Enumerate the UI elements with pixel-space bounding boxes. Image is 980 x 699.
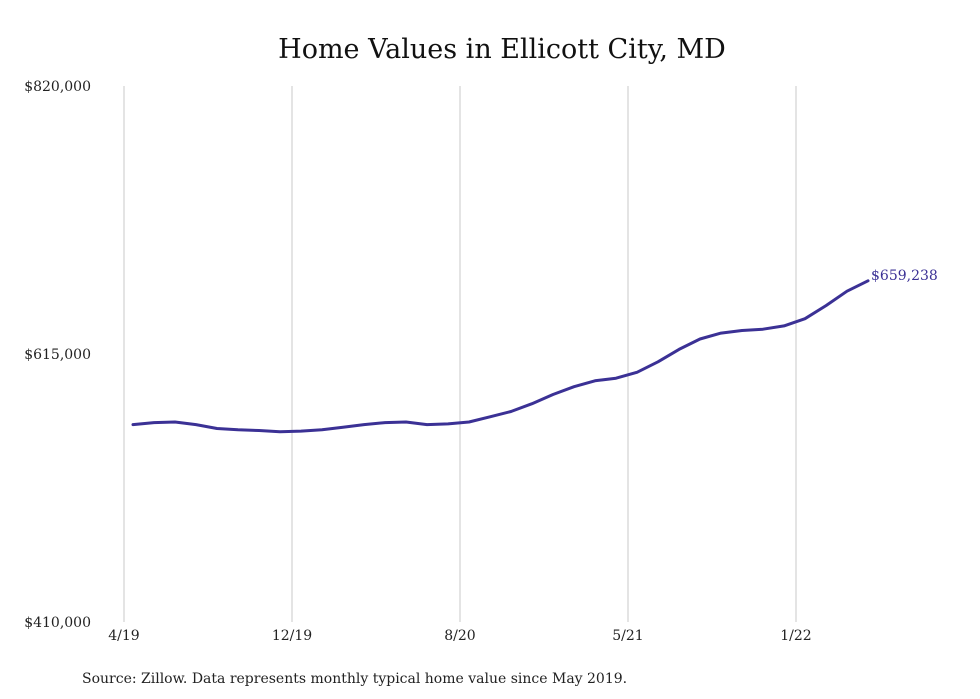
chart-title: Home Values in Ellicott City, MD [278,34,726,65]
end-value-label: $659,238 [871,268,938,284]
grid-layer [123,86,797,622]
series-layer [131,279,870,434]
y-tick-label: $820,000 [24,79,91,95]
y-axis-ticks: $820,000 $615,000 $410,000 [24,79,91,631]
x-tick-label: 12/19 [272,628,312,644]
x-tick-label: 8/20 [444,628,475,644]
x-axis-ticks: 4/19 12/19 8/20 5/21 1/22 [108,628,811,644]
source-note: Source: Zillow. Data represents monthly … [82,671,627,687]
x-tick-label: 4/19 [108,628,139,644]
x-tick-label: 5/21 [612,628,643,644]
y-tick-label: $410,000 [24,615,91,631]
series-line [131,279,870,434]
y-tick-label: $615,000 [24,347,91,363]
x-tick-label: 1/22 [780,628,811,644]
